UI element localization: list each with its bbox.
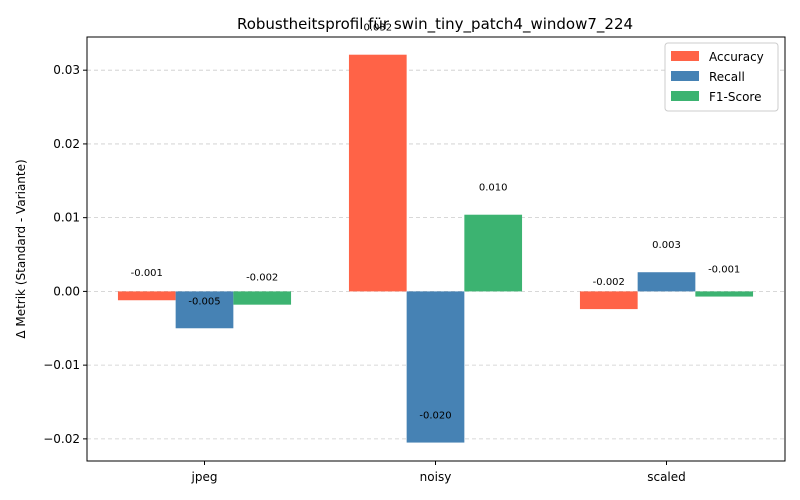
y-tick-label: −0.01 <box>43 358 80 372</box>
legend-entry: F1-Score <box>709 90 761 104</box>
bar-labels: -0.001 -0.005 -0.002 0.032 -0.020 0.010 -0.002… <box>131 23 741 422</box>
x-tick-label: scaled <box>647 470 686 484</box>
y-tick-label: 0.00 <box>53 284 80 298</box>
bar-value-label: -0.020 <box>419 411 451 422</box>
legend-entry: Accuracy <box>709 50 764 64</box>
bar <box>348 54 407 292</box>
x-tick-label: noisy <box>420 470 452 484</box>
y-tick-label: 0.02 <box>53 137 80 151</box>
bar <box>175 291 234 329</box>
bar-value-label: -0.001 <box>131 268 163 279</box>
legend-swatch <box>671 51 699 61</box>
bar <box>406 291 465 443</box>
bar <box>233 291 292 305</box>
y-tick-label: 0.01 <box>53 211 80 225</box>
chart-title: Robustheitsprofil für swin_tiny_patch4_w… <box>237 15 633 34</box>
legend-swatch <box>671 91 699 101</box>
x-tick-label: jpeg <box>191 470 218 484</box>
bar-value-label: -0.002 <box>593 277 625 288</box>
bars <box>117 54 754 443</box>
bar-value-label: -0.005 <box>188 296 220 307</box>
x-ticks: jpeg noisy scaled <box>191 461 686 484</box>
bar <box>464 214 523 292</box>
bar-value-label: 0.003 <box>652 240 681 251</box>
bar <box>695 291 754 297</box>
y-tick-label: −0.02 <box>43 432 80 446</box>
bar <box>579 291 638 310</box>
legend-swatch <box>671 71 699 81</box>
bar-value-label: -0.002 <box>246 273 278 284</box>
y-ticks: −0.02 −0.01 0.00 0.01 0.02 0.03 <box>43 63 87 446</box>
legend: Accuracy Recall F1-Score <box>664 42 779 112</box>
y-axis-label: Δ Metrik (Standard - Variante) <box>14 159 28 338</box>
bar-value-label: 0.032 <box>363 23 392 34</box>
y-tick-label: 0.03 <box>53 63 80 77</box>
legend-entry: Recall <box>709 70 745 84</box>
bar <box>637 272 696 292</box>
bar-value-label: 0.010 <box>479 183 508 194</box>
bar <box>117 291 176 301</box>
bar-value-label: -0.001 <box>708 265 740 276</box>
